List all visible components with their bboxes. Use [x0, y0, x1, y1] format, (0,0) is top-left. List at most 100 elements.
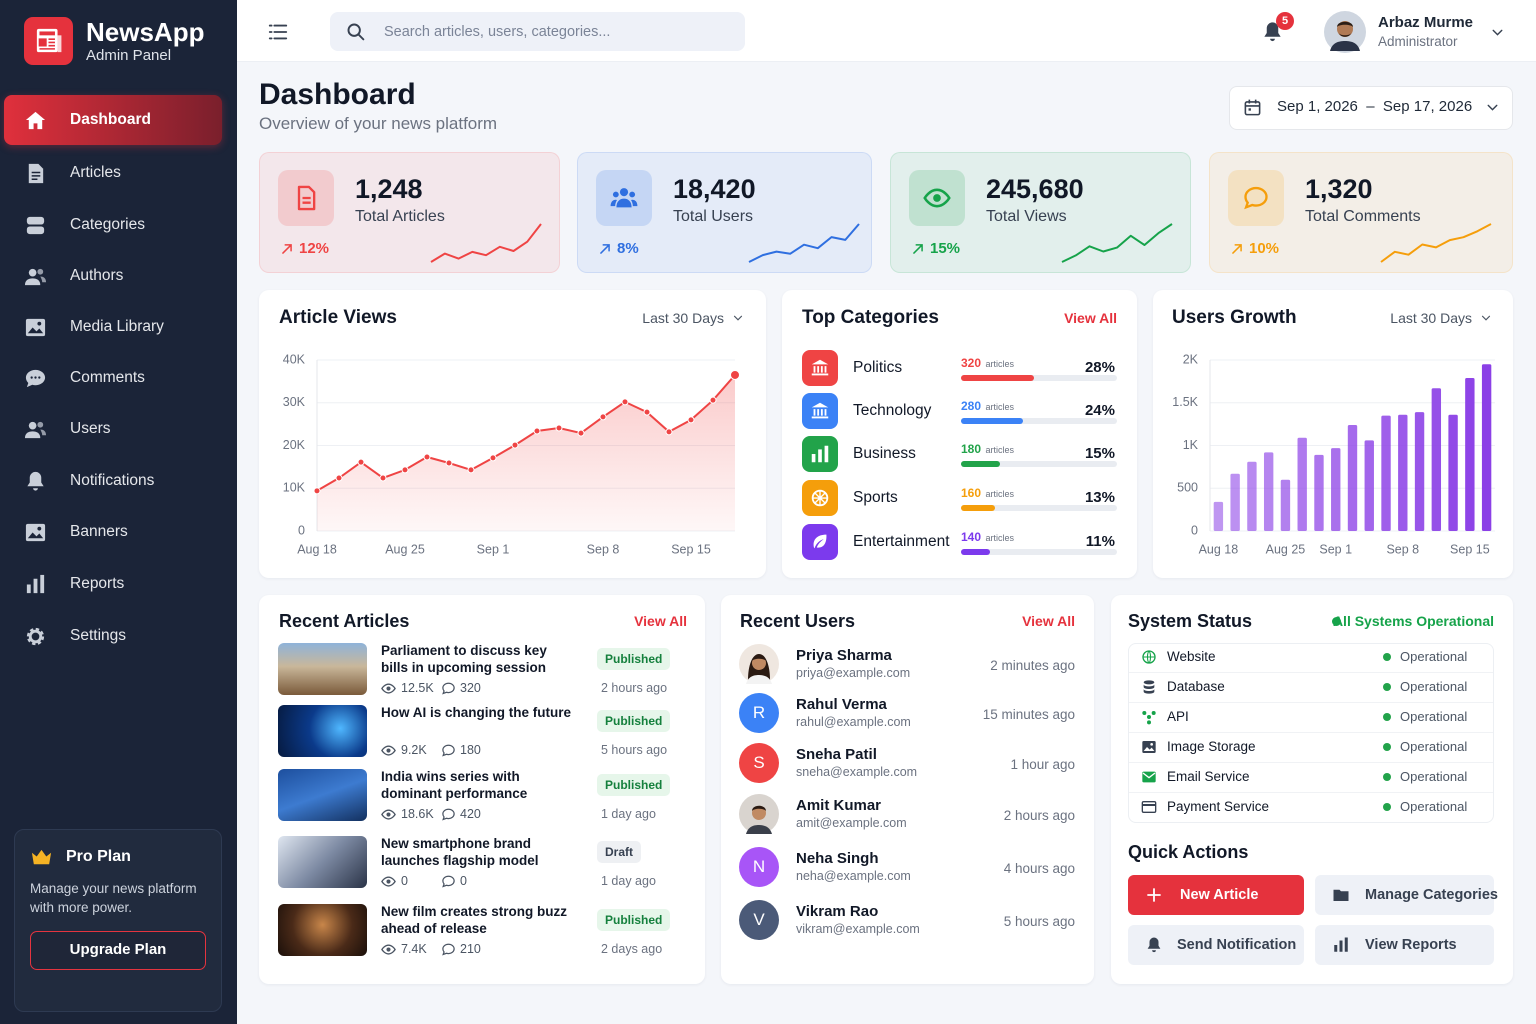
logo-icon-part	[39, 31, 55, 36]
search-placeholder: Search articles, users, categories...	[384, 24, 611, 40]
service-dot	[1383, 713, 1391, 721]
share-track	[961, 461, 1117, 467]
nav-label: Notifications	[70, 472, 155, 489]
user-avatar	[1324, 11, 1366, 53]
article-title[interactable]: How AI is changing the future	[381, 705, 572, 720]
search-box[interactable]	[330, 12, 745, 51]
article-views: 9.2K	[401, 743, 427, 757]
logo-icon	[36, 28, 62, 53]
category-icon	[811, 359, 829, 376]
article-unit: articles	[985, 402, 1014, 412]
comments-icon-part	[442, 943, 455, 956]
user-photo-avatar-part	[746, 675, 772, 684]
card-title: Recent Users	[740, 611, 856, 631]
category-icon-box	[802, 393, 838, 429]
article-title[interactable]: New smartphone brand launches flagship m…	[381, 836, 539, 868]
nav-icon	[24, 421, 47, 439]
service-status: Operational	[1400, 769, 1468, 784]
pro-plan-text: Manage your news platform with more powe…	[30, 881, 197, 915]
stat-icon-part	[612, 191, 619, 198]
summary-dot	[1332, 617, 1341, 626]
stat-icon-part	[933, 194, 941, 202]
article-thumbnail[interactable]	[278, 643, 367, 695]
article-thumbnail[interactable]	[278, 836, 367, 888]
category-icon-part	[811, 359, 829, 365]
category-icon-part	[811, 454, 816, 463]
views-icon	[381, 944, 396, 955]
stat-value: 1,248	[355, 174, 423, 204]
article-thumbnail[interactable]	[278, 769, 367, 821]
service-icon-part	[1147, 720, 1151, 725]
stat-arrow-part	[600, 244, 610, 254]
article-time: 2 days ago	[601, 942, 663, 956]
stat-change: 12%	[299, 240, 330, 257]
service-status: Operational	[1400, 679, 1468, 694]
view-all-link[interactable]: View All	[1022, 613, 1075, 629]
category-count: 280 articles	[961, 398, 1014, 415]
service-dot	[1383, 743, 1391, 751]
service-dot	[1383, 683, 1391, 691]
period-label: Last 30 Days	[642, 310, 724, 326]
status-pill: Published	[597, 909, 671, 931]
user-avatar-part	[1339, 33, 1351, 37]
category-icon	[813, 534, 827, 549]
quick-actions-title: Quick Actions	[1128, 842, 1249, 862]
nav-label: Reports	[70, 575, 125, 592]
calendar-icon-part	[1248, 108, 1251, 111]
nav-icon-part	[26, 226, 45, 235]
period-chevron	[733, 315, 743, 321]
service-icon	[1142, 771, 1156, 783]
article-unit: articles	[985, 445, 1014, 455]
service-name: Email Service	[1167, 769, 1250, 784]
upgrade-button[interactable]: Upgrade Plan	[30, 931, 206, 970]
user-row-email: neha@example.com	[796, 869, 911, 883]
article-time: 1 day ago	[601, 874, 656, 888]
status-pill: Published	[597, 648, 671, 670]
article-thumbnail[interactable]	[278, 705, 367, 757]
service-dot	[1383, 773, 1391, 781]
nav-icon-part	[28, 421, 37, 430]
service-name: Payment Service	[1167, 799, 1270, 814]
quick-action-icon	[1147, 937, 1161, 953]
user-row-name: Neha Singh	[796, 850, 879, 867]
stat-change: 8%	[617, 240, 639, 257]
article-title[interactable]: India wins series with dominant performa…	[381, 769, 528, 801]
article-title[interactable]: Parliament to discuss key bills in upcom…	[381, 643, 547, 675]
user-row-time: 2 hours ago	[1003, 808, 1075, 823]
user-photo-avatar	[739, 644, 779, 684]
category-icon	[811, 445, 829, 463]
stat-icon-part	[923, 188, 951, 208]
share-label: 11%	[1085, 533, 1115, 550]
page-subtitle: Overview of your news platform	[259, 114, 498, 133]
quick-action-icon	[1334, 937, 1348, 952]
article-unit: articles	[985, 359, 1014, 369]
user-photo-avatar-part	[752, 656, 766, 670]
article-comments: 320	[460, 681, 481, 695]
category-icon-part	[824, 445, 829, 463]
user-photo-avatar-part	[752, 805, 766, 811]
nav-icon-part	[25, 523, 46, 542]
view-all-link[interactable]: View All	[1064, 310, 1117, 326]
search-icon	[347, 23, 365, 41]
user-row-time: 1 hour ago	[1010, 757, 1075, 772]
status-pill: Draft	[597, 841, 642, 863]
user-initial-avatar: V	[739, 900, 779, 940]
user-row-name: Vikram Rao	[796, 903, 879, 920]
article-thumbnail[interactable]	[278, 904, 367, 956]
share-track	[961, 505, 1117, 511]
nav-icon	[26, 627, 45, 646]
nav-icon-part	[38, 376, 41, 379]
user-initial-avatar: S	[739, 743, 779, 783]
nav-icon	[26, 574, 45, 594]
stat-icon-part	[1244, 186, 1268, 210]
view-all-link[interactable]: View All	[634, 613, 687, 629]
date-range-picker[interactable]	[1229, 86, 1513, 130]
category-icon-box	[802, 350, 838, 386]
stat-value: 1,320	[1305, 174, 1373, 204]
user-row-email: rahul@example.com	[796, 715, 911, 729]
share-track	[961, 375, 1117, 381]
user-initial-avatar: R	[739, 693, 779, 733]
article-title[interactable]: New film creates strong buzz ahead of re…	[381, 904, 568, 936]
nav-icon-part	[33, 488, 38, 491]
article-count: 280	[961, 399, 982, 413]
